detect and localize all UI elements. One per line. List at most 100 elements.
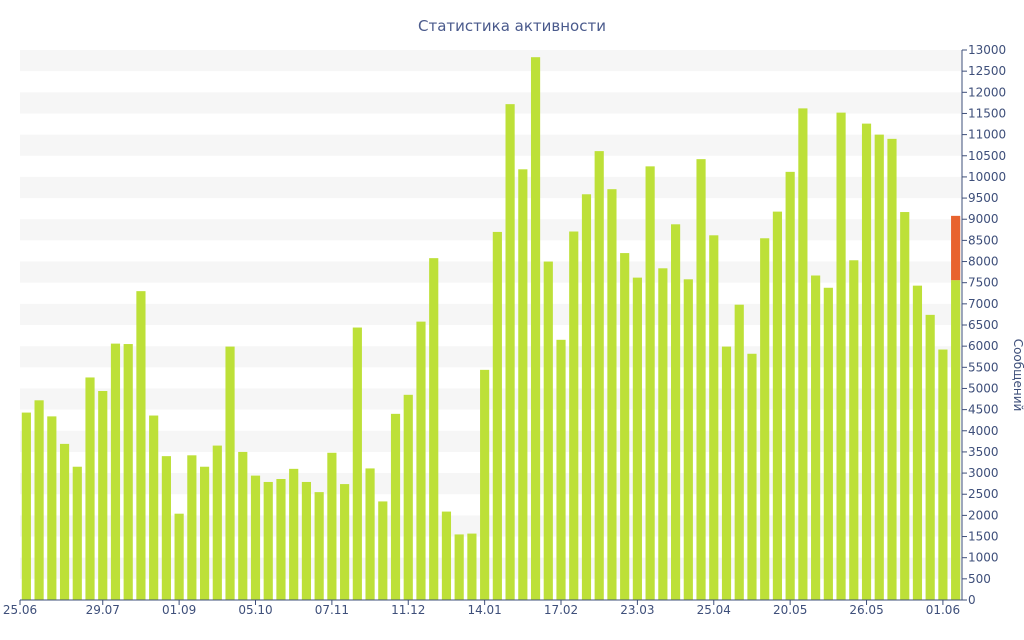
- bar[interactable]: [556, 339, 566, 600]
- bar[interactable]: [34, 400, 44, 600]
- bar[interactable]: [480, 369, 490, 600]
- bars: [21, 57, 961, 601]
- bar[interactable]: [721, 346, 732, 600]
- bar[interactable]: [505, 104, 515, 601]
- bar[interactable]: [365, 468, 375, 600]
- bar[interactable]: [110, 343, 121, 600]
- bar[interactable]: [263, 481, 273, 600]
- y-axis-label: Сообщений: [1011, 339, 1024, 412]
- x-tick-label: 14.01: [467, 603, 501, 617]
- bar[interactable]: [21, 412, 31, 600]
- bar[interactable]: [378, 501, 388, 600]
- current-bar-segment[interactable]: [951, 215, 961, 281]
- bar[interactable]: [620, 253, 630, 600]
- x-axis-ticks: 25.06 29.07 01.09 05.10 07.11 11.12 14.01 17.02…: [3, 600, 960, 617]
- bar[interactable]: [632, 277, 642, 600]
- bar[interactable]: [85, 377, 95, 600]
- bar[interactable]: [747, 353, 757, 600]
- bar[interactable]: [340, 484, 350, 600]
- bar[interactable]: [225, 346, 235, 600]
- bar[interactable]: [492, 231, 502, 601]
- bar[interactable]: [696, 159, 706, 600]
- grid-bands: [20, 50, 962, 579]
- y-tick-label: 10000: [968, 170, 1006, 184]
- x-tick-label: 01.06: [926, 603, 960, 617]
- bar[interactable]: [429, 258, 439, 600]
- x-tick-label: 26.05: [849, 603, 883, 617]
- bar[interactable]: [98, 391, 108, 600]
- y-tick-label: 0: [968, 593, 976, 607]
- y-tick-label: 12000: [968, 85, 1006, 99]
- x-tick-label: 23.03: [620, 603, 654, 617]
- y-tick-label: 11500: [968, 106, 1006, 120]
- bar[interactable]: [327, 452, 337, 600]
- bar[interactable]: [951, 280, 961, 600]
- bar[interactable]: [581, 194, 592, 600]
- y-axis-ticks: 0 500 1000 1500 2000 2500 3000 3500 4000 4500 5000…: [962, 43, 1006, 607]
- bar[interactable]: [530, 57, 541, 600]
- bar[interactable]: [836, 112, 846, 601]
- bar[interactable]: [314, 492, 324, 600]
- bar[interactable]: [594, 151, 604, 600]
- bar[interactable]: [709, 235, 719, 600]
- bar[interactable]: [352, 327, 362, 600]
- bar[interactable]: [200, 466, 210, 600]
- y-tick-label: 9000: [968, 212, 999, 226]
- bar[interactable]: [785, 171, 795, 600]
- bar[interactable]: [187, 455, 197, 600]
- bar[interactable]: [760, 238, 770, 600]
- bar[interactable]: [849, 260, 859, 600]
- bar[interactable]: [238, 451, 248, 600]
- bar[interactable]: [467, 533, 477, 600]
- bar[interactable]: [136, 291, 146, 600]
- bar[interactable]: [289, 468, 299, 600]
- bar[interactable]: [912, 285, 923, 600]
- bar[interactable]: [441, 511, 452, 600]
- bar[interactable]: [174, 513, 184, 600]
- bar[interactable]: [658, 268, 668, 600]
- bar[interactable]: [772, 211, 783, 600]
- bar[interactable]: [416, 321, 426, 600]
- bar[interactable]: [645, 166, 655, 600]
- bar[interactable]: [925, 314, 935, 600]
- bar[interactable]: [212, 445, 222, 600]
- y-tick-label: 3500: [968, 445, 999, 459]
- bar[interactable]: [734, 304, 744, 600]
- bar[interactable]: [900, 212, 910, 601]
- x-tick-label: 05.10: [238, 603, 272, 617]
- bar[interactable]: [390, 413, 401, 600]
- bar[interactable]: [811, 275, 821, 601]
- grid-band: [20, 92, 962, 114]
- y-tick-label: 7000: [968, 297, 999, 311]
- grid-band: [20, 303, 962, 325]
- y-tick-label: 3000: [968, 466, 999, 480]
- bar[interactable]: [161, 456, 171, 600]
- bar[interactable]: [149, 415, 159, 600]
- bar[interactable]: [861, 123, 872, 601]
- bar[interactable]: [671, 224, 681, 600]
- bar[interactable]: [123, 344, 133, 600]
- bar[interactable]: [938, 349, 948, 600]
- bar[interactable]: [276, 479, 286, 600]
- y-tick-label: 11000: [968, 128, 1006, 142]
- bar[interactable]: [518, 169, 528, 600]
- bar[interactable]: [874, 134, 884, 600]
- y-tick-label: 2500: [968, 487, 999, 501]
- bar[interactable]: [683, 279, 693, 600]
- bar[interactable]: [798, 108, 808, 600]
- bar[interactable]: [887, 138, 897, 600]
- grid-band: [20, 261, 962, 283]
- bar[interactable]: [569, 231, 579, 601]
- bar[interactable]: [250, 475, 261, 600]
- bar[interactable]: [454, 534, 464, 600]
- bar[interactable]: [301, 481, 312, 600]
- bar[interactable]: [607, 189, 617, 600]
- bar[interactable]: [403, 394, 413, 600]
- bar[interactable]: [823, 287, 833, 600]
- bar[interactable]: [543, 261, 553, 600]
- bar[interactable]: [59, 443, 70, 600]
- bar[interactable]: [72, 466, 82, 600]
- bar[interactable]: [47, 416, 57, 600]
- y-tick-label: 6000: [968, 339, 999, 353]
